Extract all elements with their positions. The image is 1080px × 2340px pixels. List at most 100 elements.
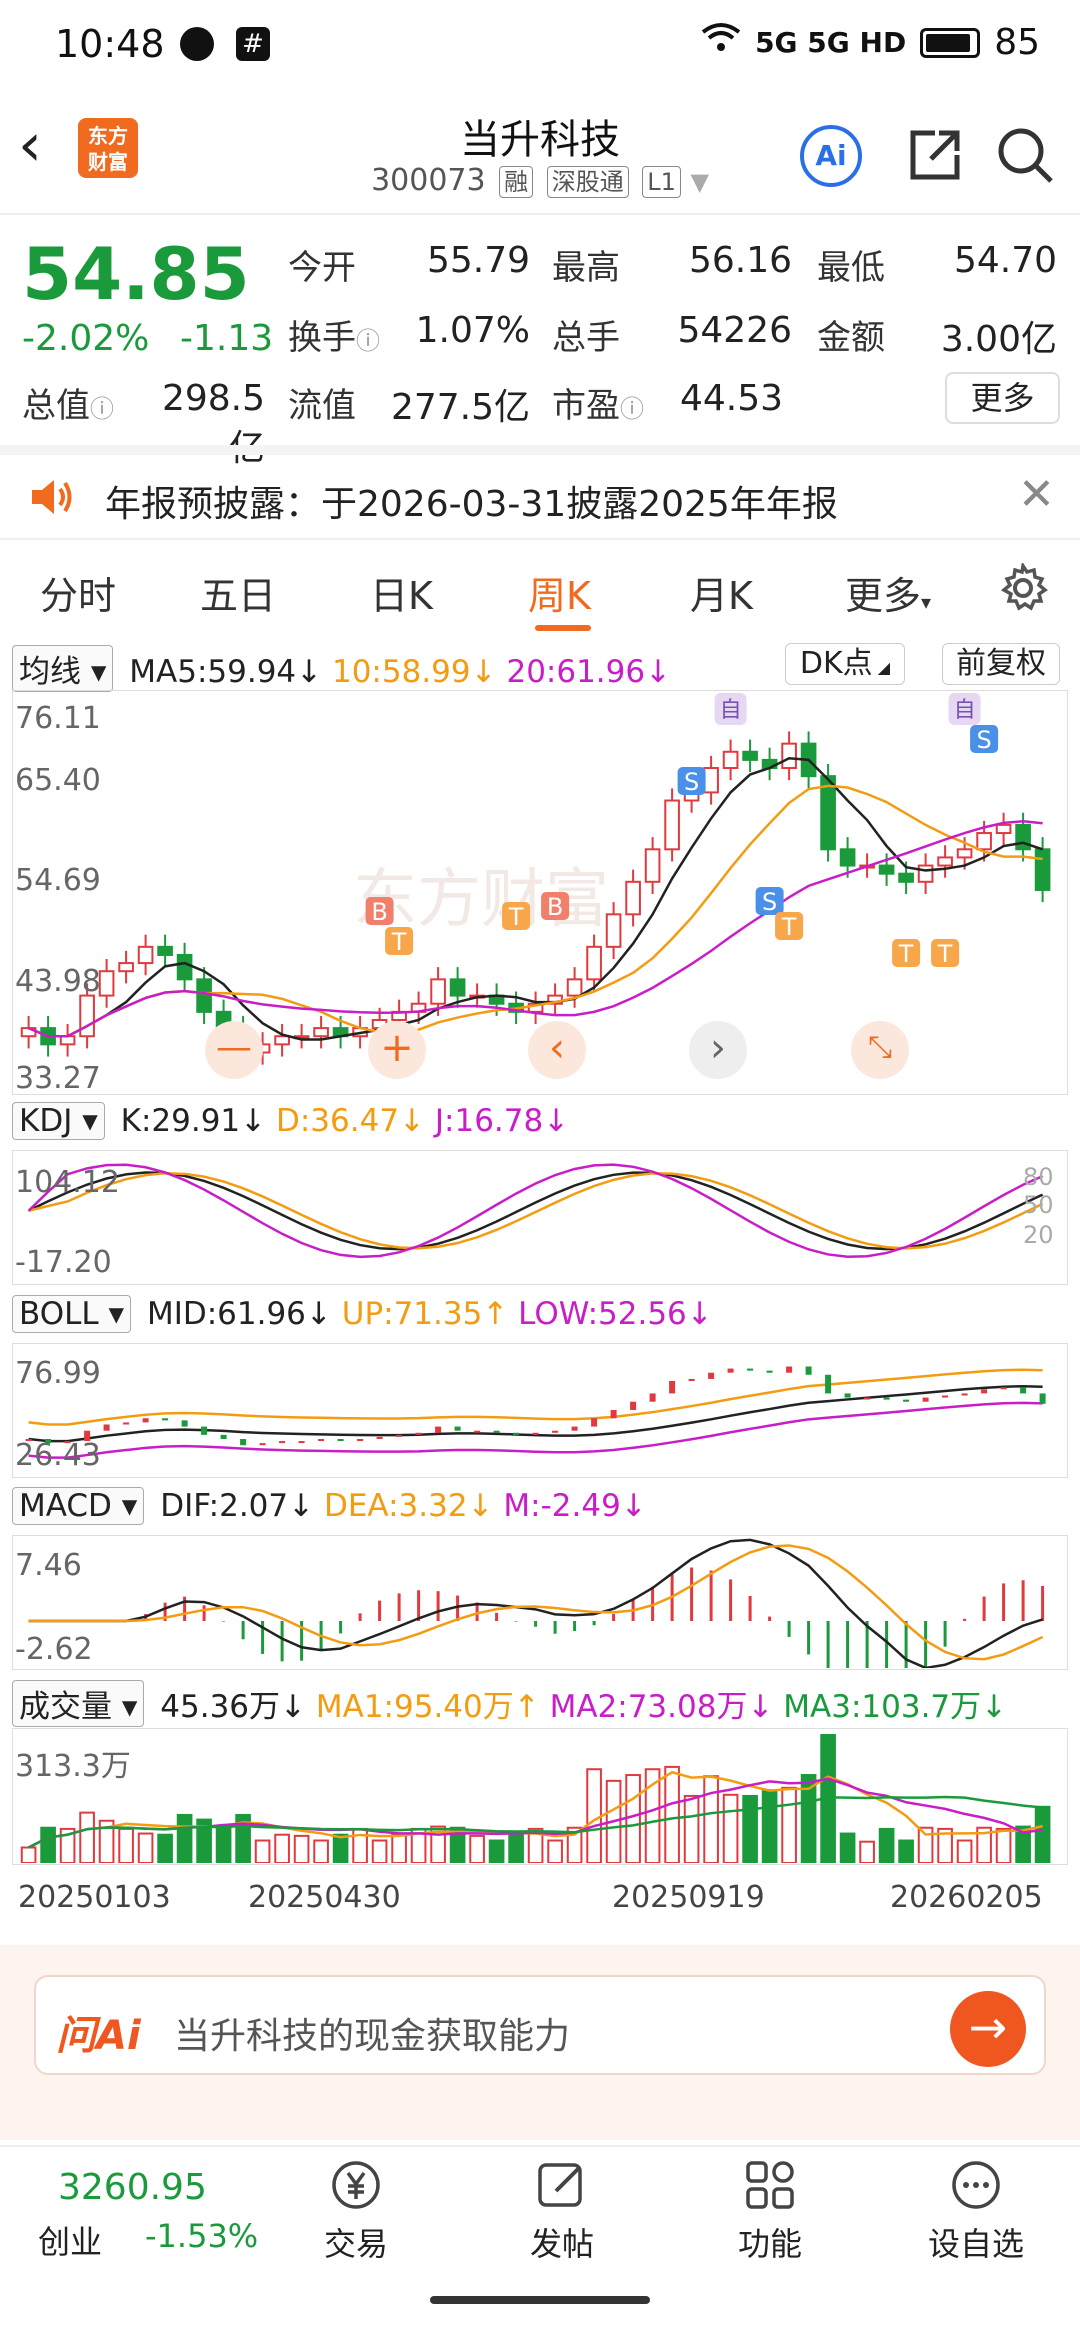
nav-trade[interactable]: 交易 bbox=[286, 2157, 426, 2265]
boll-candle bbox=[142, 1418, 149, 1423]
boll-candle bbox=[1000, 1387, 1007, 1390]
info-icon[interactable]: ⓘ bbox=[90, 395, 114, 423]
volume-bar bbox=[469, 1834, 485, 1863]
volume-ma3-line bbox=[28, 1795, 1043, 1849]
zoom-out-button[interactable]: — bbox=[205, 1021, 263, 1079]
grid-icon bbox=[746, 2161, 794, 2209]
stock-code: 300073 bbox=[371, 163, 486, 198]
home-indicator bbox=[430, 2296, 650, 2304]
back-button[interactable]: ‹ bbox=[18, 110, 42, 180]
date-label: 20250103 bbox=[18, 1880, 171, 1915]
boll-select[interactable]: BOLL ▾ bbox=[12, 1295, 132, 1333]
boll-candle bbox=[25, 1439, 32, 1442]
candle bbox=[79, 994, 95, 1038]
boll-candle bbox=[376, 1436, 383, 1439]
volume-legend: 成交量 ▾ 45.36万↓ MA1:95.40万↑ MA2:73.08万↓ MA… bbox=[12, 1680, 1007, 1727]
nav-post[interactable]: 发帖 bbox=[492, 2157, 632, 2265]
amount-label: 金额 bbox=[817, 318, 885, 358]
volume-chart[interactable]: 313.3万 bbox=[12, 1728, 1068, 1865]
candle bbox=[956, 848, 973, 859]
kdj-d-value: D:36.47↓ bbox=[275, 1103, 426, 1139]
volume-bar bbox=[371, 1839, 388, 1863]
expand-icon[interactable]: ⤡ bbox=[851, 1021, 909, 1079]
more-button[interactable]: 更多 bbox=[945, 372, 1060, 424]
boll-up-line bbox=[28, 1368, 1043, 1426]
tab-monthly-k[interactable]: 月K bbox=[690, 574, 753, 618]
volume-bar bbox=[157, 1833, 173, 1863]
ai-button[interactable]: Ai bbox=[800, 125, 862, 187]
tab-five-day[interactable]: 五日 bbox=[200, 574, 277, 618]
scroll-left-button[interactable]: ‹ bbox=[528, 1021, 586, 1079]
notice-banner[interactable]: 年报预披露：于2026-03-31披露2025年年报 ✕ bbox=[0, 455, 1080, 540]
index-ticker[interactable]: 3260.95 创业 -1.53% bbox=[0, 2147, 260, 2272]
turnover-label: 换手ⓘ bbox=[288, 310, 380, 359]
boll-candle bbox=[45, 1439, 52, 1444]
macd-chart[interactable]: 7.46 -2.62 bbox=[12, 1535, 1068, 1670]
stock-name[interactable]: 当升科技 bbox=[460, 117, 620, 163]
candle bbox=[274, 1035, 290, 1046]
indicator-select[interactable]: 均线 ▾ bbox=[12, 645, 114, 692]
kdj-chart[interactable]: 104.12 -17.20 80 50 20 bbox=[12, 1150, 1068, 1285]
ai-logo: 问Ai bbox=[56, 2013, 141, 2059]
header: ‹ 东方财富 当升科技 300073 融 深股通 L1 ▼ Ai bbox=[0, 95, 1080, 210]
boll-candle bbox=[64, 1441, 71, 1444]
volume-bar bbox=[800, 1774, 817, 1863]
macd-m-value: M:-2.49↓ bbox=[503, 1488, 647, 1524]
kdj-level-50: 50 bbox=[1023, 1191, 1054, 1219]
trade-marker-label: B bbox=[371, 898, 387, 926]
info-icon[interactable]: ⓘ bbox=[620, 395, 644, 423]
open-value: 55.79 bbox=[426, 240, 530, 281]
change-percent: -2.02% bbox=[22, 318, 150, 359]
tab-daily-k[interactable]: 日K bbox=[370, 574, 433, 618]
nav-functions[interactable]: 功能 bbox=[700, 2157, 840, 2265]
trade-marker bbox=[502, 902, 531, 930]
boll-candle bbox=[240, 1439, 247, 1446]
ai-question-input[interactable]: 问Ai 当升科技的现金获取能力 → bbox=[34, 1975, 1046, 2075]
trade-marker bbox=[677, 767, 706, 795]
volume-bar bbox=[566, 1826, 583, 1863]
share-icon[interactable] bbox=[905, 125, 965, 185]
app-logo-text: 东方财富 bbox=[88, 124, 128, 174]
volume-bar bbox=[547, 1839, 563, 1863]
info-icon[interactable]: ⓘ bbox=[356, 327, 380, 355]
boll-candle bbox=[474, 1430, 481, 1433]
volume-bar bbox=[839, 1832, 856, 1863]
scroll-right-button[interactable]: › bbox=[689, 1021, 747, 1079]
search-icon[interactable] bbox=[995, 125, 1055, 185]
total-value-label-text: 总值 bbox=[22, 386, 90, 426]
boll-candle bbox=[630, 1401, 637, 1410]
tab-weekly-k[interactable]: 周K bbox=[528, 574, 591, 618]
boll-candle bbox=[727, 1368, 734, 1373]
tag-level: L1 bbox=[642, 166, 681, 198]
boll-candle bbox=[220, 1434, 227, 1439]
candle bbox=[586, 945, 602, 981]
kdj-select[interactable]: KDJ ▾ bbox=[12, 1102, 105, 1140]
gear-icon[interactable] bbox=[998, 561, 1048, 613]
stock-code-row[interactable]: 300073 融 深股通 L1 ▼ bbox=[0, 163, 1080, 198]
close-icon[interactable]: ✕ bbox=[1018, 469, 1055, 520]
wifi-icon bbox=[701, 22, 741, 63]
nav-watchlist[interactable]: 设自选 bbox=[906, 2157, 1046, 2265]
index-value: 3260.95 bbox=[58, 2167, 207, 2208]
amount-value: 3.00亿 bbox=[940, 319, 1057, 360]
self-marker-label: 自 bbox=[954, 698, 976, 723]
macd-select[interactable]: MACD ▾ bbox=[12, 1487, 145, 1525]
candle bbox=[118, 962, 134, 973]
boll-chart[interactable]: 76.99 26.43 bbox=[12, 1343, 1068, 1478]
trade-marker bbox=[541, 892, 570, 920]
arrow-right-icon[interactable]: → bbox=[950, 1991, 1026, 2067]
candle bbox=[313, 1027, 329, 1038]
boll-candle bbox=[591, 1418, 598, 1427]
boll-mid-value: MID:61.96↓ bbox=[146, 1296, 332, 1332]
tab-more[interactable]: 更多▾ bbox=[845, 565, 931, 620]
trade-marker bbox=[892, 939, 921, 967]
ma10-value: 10:58.99↓ bbox=[331, 654, 497, 690]
zoom-in-button[interactable]: + bbox=[368, 1021, 426, 1079]
adjust-button[interactable]: 前复权 bbox=[942, 643, 1060, 685]
tab-intraday[interactable]: 分时 bbox=[40, 574, 117, 618]
boll-candle bbox=[513, 1432, 520, 1435]
dk-points-button[interactable]: DK点 ◢ bbox=[785, 643, 905, 685]
kline-canvas: 东方财富 BTT BSSTT TS自自 bbox=[20, 693, 1051, 1065]
volume-select[interactable]: 成交量 ▾ bbox=[12, 1680, 145, 1727]
